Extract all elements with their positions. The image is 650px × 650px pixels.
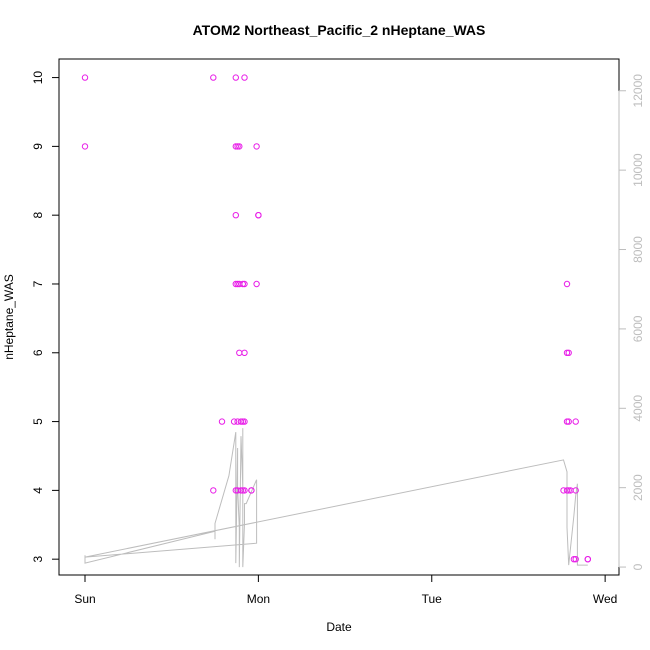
data-point (570, 556, 578, 563)
data-point (584, 556, 591, 563)
point-series (81, 74, 591, 563)
data-point (565, 349, 572, 356)
y-tick-label: 8 (31, 212, 45, 219)
data-point (241, 280, 248, 288)
data-point (232, 143, 240, 150)
data-point (81, 74, 89, 81)
data-point (237, 487, 245, 494)
y2-tick-label: 0 (631, 563, 645, 570)
y2-tick-label: 8000 (631, 236, 645, 263)
y-tick-label: 3 (31, 556, 45, 563)
x-tick-label: Wed (593, 592, 617, 606)
y2-tick-label: 10000 (631, 153, 645, 187)
y2-tick-label: 2000 (631, 474, 645, 501)
data-point (232, 280, 240, 288)
data-point (230, 418, 238, 425)
x-tick-label: Tue (422, 592, 443, 606)
data-point (572, 556, 579, 563)
y-tick-label: 9 (31, 143, 45, 150)
data-point (572, 418, 579, 425)
y-tick-label: 5 (31, 418, 45, 425)
data-point (236, 143, 243, 150)
y-tick-label: 4 (31, 487, 45, 494)
data-point (210, 74, 217, 81)
data-point (232, 212, 240, 219)
data-point (255, 212, 262, 219)
x-axis: Sun Mon Tue Wed (74, 574, 617, 606)
data-point (572, 487, 579, 494)
y2-axis: 0 2000 4000 6000 8000 10000 12000 (618, 74, 645, 570)
x-axis-label: Date (326, 620, 352, 634)
data-point (232, 74, 240, 81)
y2-tick-label: 4000 (631, 395, 645, 422)
plot-frame (58, 58, 620, 576)
data-point (253, 280, 260, 288)
x-tick-label: Sun (74, 592, 95, 606)
chart-title: ATOM2 Northeast_Pacific_2 nHeptane_WAS (193, 22, 486, 38)
data-point (210, 487, 217, 494)
data-point (236, 349, 243, 356)
data-point (563, 280, 571, 288)
y-tick-label: 7 (31, 280, 45, 287)
series-line (84, 428, 588, 568)
data-point (241, 487, 248, 494)
y-axis-label: nHeptane_WAS (2, 274, 16, 360)
data-point (237, 418, 245, 425)
data-point (218, 418, 226, 425)
y-tick-label: 10 (31, 71, 45, 85)
data-point (81, 143, 89, 150)
y2-tick-label: 12000 (631, 74, 645, 108)
data-point (253, 143, 260, 150)
data-point (565, 418, 572, 425)
data-point (565, 487, 572, 494)
data-point (241, 349, 248, 356)
y-tick-label: 6 (31, 349, 45, 356)
data-point (248, 487, 255, 494)
data-point (241, 74, 248, 81)
x-tick-label: Mon (247, 592, 270, 606)
y-axis: 3 4 5 6 7 8 9 10 (31, 71, 60, 563)
line-series (84, 428, 588, 568)
y2-tick-label: 6000 (631, 315, 645, 342)
data-point (241, 418, 248, 425)
